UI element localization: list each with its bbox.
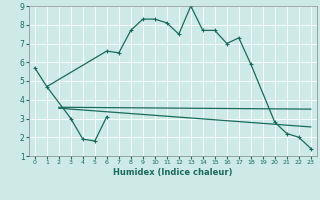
X-axis label: Humidex (Indice chaleur): Humidex (Indice chaleur) [113, 168, 233, 177]
